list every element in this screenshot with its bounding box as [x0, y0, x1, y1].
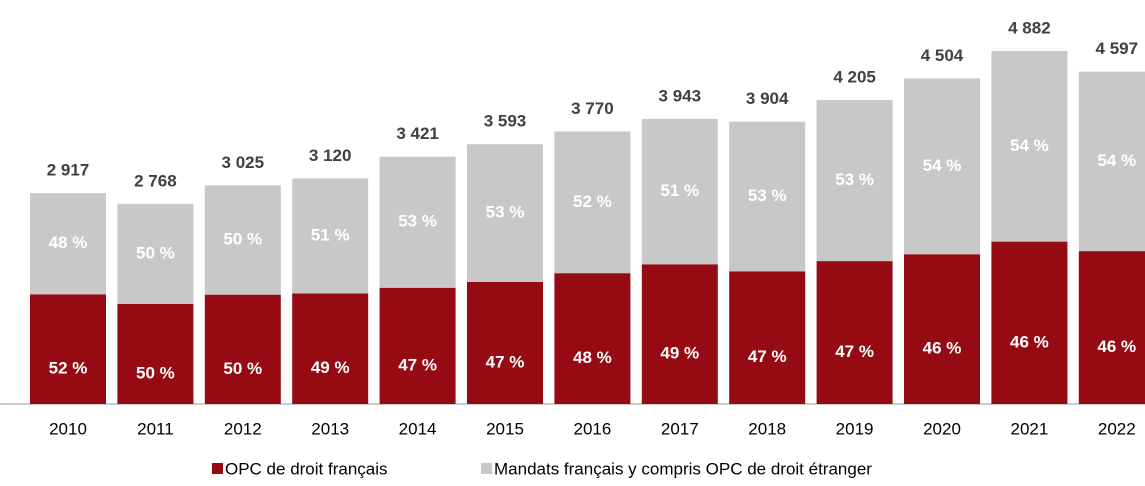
value-label: 49 % — [311, 358, 350, 377]
bar-segment — [117, 203, 194, 304]
x-tick-label: 2010 — [49, 419, 87, 438]
bar-segment — [30, 193, 106, 295]
bar-segment — [379, 156, 456, 288]
x-tick-label: 2015 — [486, 419, 524, 438]
x-tick-label: 2017 — [661, 419, 699, 438]
total-label: 3 770 — [571, 99, 614, 118]
value-label: 54 % — [1010, 136, 1049, 155]
value-label: 52 % — [573, 192, 612, 211]
x-tick-label: 2012 — [224, 419, 262, 438]
bar-segment — [641, 118, 718, 265]
value-label: 52 % — [49, 359, 88, 378]
total-label: 4 504 — [921, 46, 964, 65]
bar-segment — [1078, 71, 1145, 252]
bar-segment — [991, 241, 1068, 404]
bar-segment — [30, 294, 106, 404]
bar-segment — [117, 303, 194, 404]
value-label: 50 % — [223, 359, 262, 378]
bar-segment — [991, 51, 1068, 242]
total-label: 2 768 — [134, 171, 177, 190]
bar-segment — [904, 254, 980, 404]
bar-segment — [379, 287, 456, 404]
legend-swatch — [481, 463, 492, 474]
x-tick-label: 2016 — [573, 419, 611, 438]
bar-segment — [292, 293, 369, 404]
total-label: 3 421 — [396, 124, 439, 143]
total-label: 3 943 — [659, 86, 702, 105]
bar-segment — [554, 273, 631, 404]
bar-segment — [729, 271, 806, 404]
value-label: 53 % — [748, 186, 787, 205]
value-label: 47 % — [398, 355, 437, 374]
bar-segment — [204, 294, 281, 404]
value-label: 53 % — [398, 212, 437, 231]
legend-swatch — [212, 463, 223, 474]
bar-segment — [816, 99, 893, 262]
bar-segment — [554, 131, 631, 274]
value-label: 50 % — [223, 229, 262, 248]
value-label: 49 % — [660, 344, 699, 363]
value-label: 50 % — [136, 363, 175, 382]
value-label: 53 % — [835, 170, 874, 189]
x-tick-label: 2020 — [923, 419, 961, 438]
bar-segment — [641, 264, 718, 404]
value-label: 48 % — [49, 233, 88, 252]
x-tick-label: 2013 — [311, 419, 349, 438]
total-label: 3 120 — [309, 146, 352, 165]
total-label: 4 597 — [1096, 39, 1139, 58]
total-label: 3 025 — [222, 153, 265, 172]
value-label: 46 % — [923, 339, 962, 358]
value-label: 51 % — [660, 181, 699, 200]
legend-label: OPC de droit français — [225, 459, 388, 478]
value-label: 51 % — [311, 225, 350, 244]
x-tick-label: 2014 — [399, 419, 437, 438]
bar-segment — [467, 144, 543, 282]
bar-segment — [204, 185, 281, 295]
value-label: 48 % — [573, 348, 612, 367]
bar-segment — [729, 121, 806, 272]
legend-label: Mandats français y compris OPC de droit … — [494, 459, 872, 478]
total-label: 3 593 — [484, 112, 527, 131]
total-label: 4 205 — [833, 67, 876, 86]
value-label: 46 % — [1010, 332, 1049, 351]
total-label: 3 904 — [746, 89, 789, 108]
value-label: 53 % — [486, 203, 525, 222]
bar-segment — [1078, 251, 1145, 404]
value-label: 54 % — [1097, 151, 1136, 170]
x-tick-label: 2018 — [748, 419, 786, 438]
bar-segment — [467, 281, 543, 404]
value-label: 46 % — [1097, 337, 1136, 356]
value-label: 47 % — [486, 352, 525, 371]
bar-segment — [292, 178, 369, 294]
total-label: 2 917 — [47, 161, 90, 180]
x-tick-label: 2019 — [836, 419, 874, 438]
x-tick-label: 2021 — [1010, 419, 1048, 438]
bar-segment — [816, 261, 893, 404]
bar-segment — [904, 78, 980, 255]
x-tick-label: 2011 — [137, 419, 174, 438]
value-label: 54 % — [923, 156, 962, 175]
x-tick-label: 2022 — [1098, 419, 1136, 438]
value-label: 50 % — [136, 243, 175, 262]
total-label: 4 882 — [1008, 19, 1051, 38]
value-label: 47 % — [748, 347, 787, 366]
value-label: 47 % — [835, 342, 874, 361]
